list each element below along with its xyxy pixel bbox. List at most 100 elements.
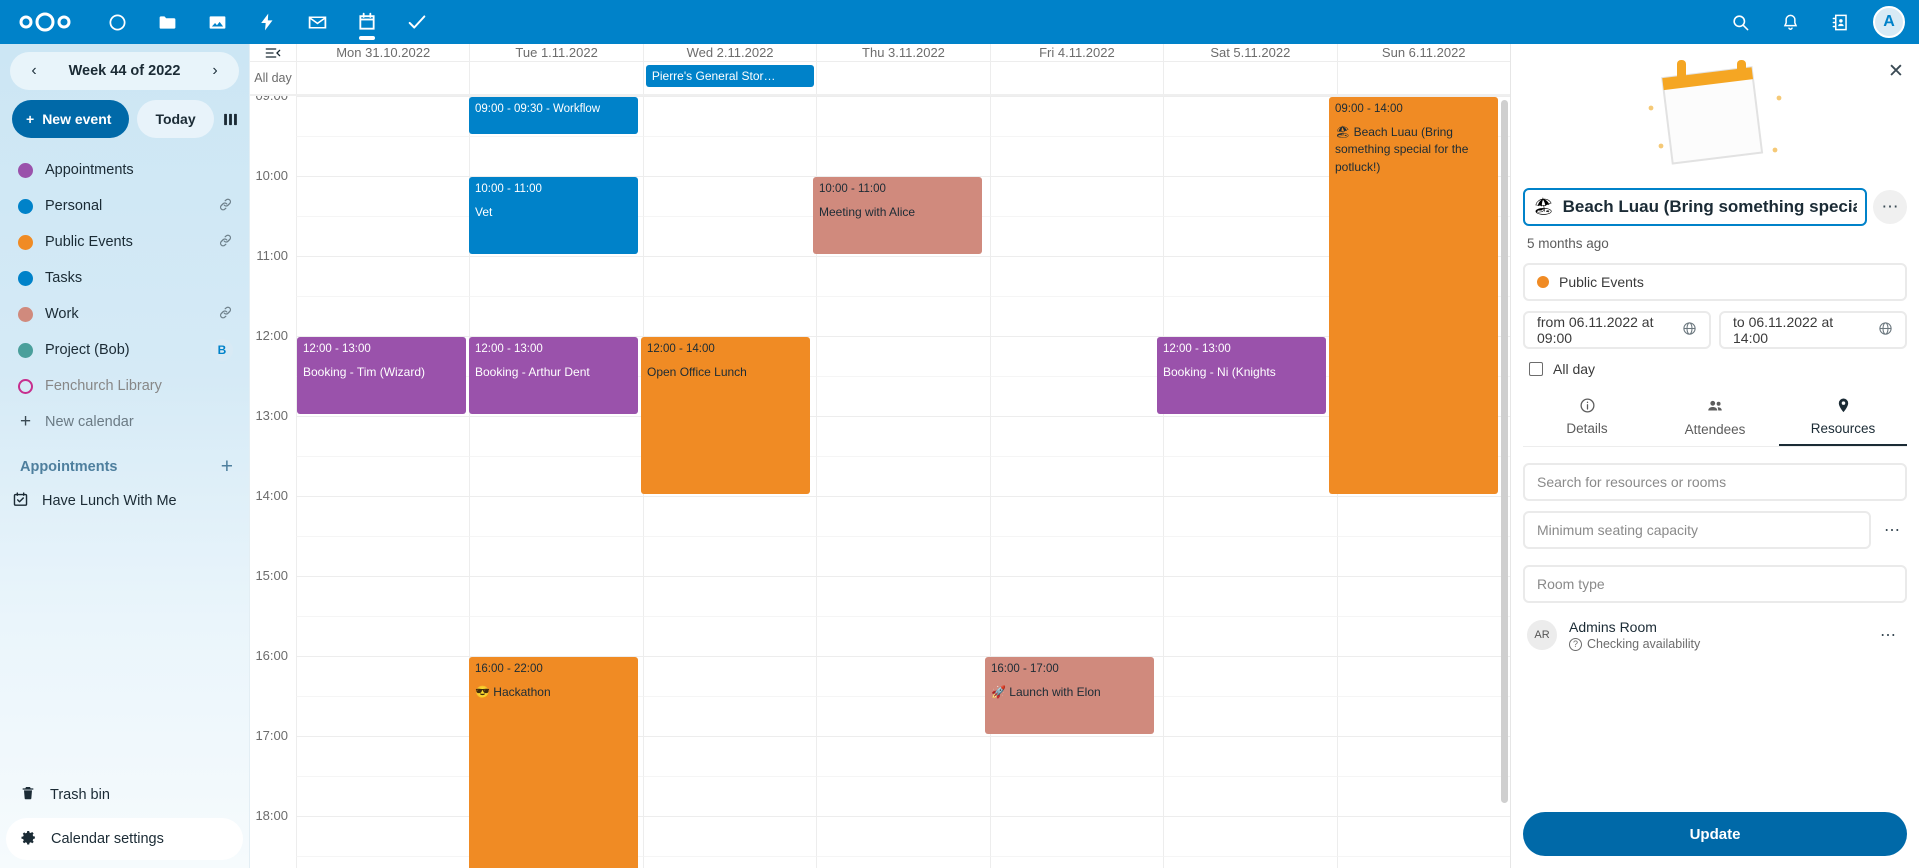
- time-slot[interactable]: [989, 536, 1164, 577]
- share-icon[interactable]: [218, 233, 233, 252]
- all-day-cell[interactable]: [469, 62, 642, 95]
- time-slot[interactable]: [989, 96, 1164, 137]
- day-header[interactable]: Wed 2.11.2022: [642, 44, 816, 62]
- time-slot[interactable]: [816, 496, 990, 537]
- day-header[interactable]: Tue 1.11.2022: [469, 44, 642, 62]
- time-slot[interactable]: [1336, 776, 1510, 817]
- time-slot[interactable]: [296, 496, 470, 537]
- capacity-options-button[interactable]: ⋯: [1884, 522, 1900, 539]
- tasks-icon[interactable]: [392, 0, 442, 44]
- time-slot[interactable]: [296, 416, 470, 457]
- time-slot[interactable]: [1163, 736, 1337, 777]
- time-slot[interactable]: [989, 256, 1164, 297]
- photos-icon[interactable]: [192, 0, 242, 44]
- time-slot[interactable]: [1163, 216, 1337, 257]
- files-icon[interactable]: [142, 0, 192, 44]
- update-button[interactable]: Update: [1523, 812, 1907, 856]
- time-slot[interactable]: [1336, 856, 1510, 868]
- calendar-event[interactable]: 10:00 - 11:00 Vet: [469, 177, 638, 255]
- close-icon[interactable]: ✕: [1888, 60, 1904, 82]
- calendar-item-project-bob[interactable]: Project (Bob) B: [8, 332, 241, 368]
- time-slot[interactable]: [816, 816, 990, 857]
- time-slot[interactable]: [1163, 776, 1337, 817]
- share-icon[interactable]: [218, 305, 233, 324]
- time-slot[interactable]: [642, 96, 817, 137]
- globe-icon[interactable]: [1682, 321, 1697, 339]
- all-day-cell[interactable]: [296, 62, 469, 95]
- time-slot[interactable]: [642, 576, 817, 617]
- avatar[interactable]: A: [1873, 6, 1905, 38]
- time-slot[interactable]: [296, 696, 470, 737]
- event-start-date-input[interactable]: from 06.11.2022 at 09:00: [1523, 311, 1711, 349]
- time-slot[interactable]: [1163, 856, 1337, 868]
- time-slot[interactable]: [296, 736, 470, 777]
- calendar-event[interactable]: 12:00 - 13:00 Booking - Ni (Knights: [1157, 337, 1326, 415]
- time-slot[interactable]: [469, 536, 643, 577]
- time-slot[interactable]: [469, 616, 643, 657]
- time-slot[interactable]: [989, 216, 1164, 257]
- time-slot[interactable]: [816, 536, 990, 577]
- time-slot[interactable]: [296, 336, 470, 377]
- room-type-input[interactable]: Room type: [1523, 565, 1907, 603]
- all-day-cell[interactable]: [1163, 62, 1336, 95]
- time-slot[interactable]: [642, 776, 817, 817]
- tab-resources[interactable]: Resources: [1779, 391, 1907, 446]
- calendar-event[interactable]: 09:00 - 09:30 - Workflow: [469, 97, 638, 135]
- time-slot[interactable]: [989, 416, 1164, 457]
- day-header[interactable]: Sun 6.11.2022: [1336, 44, 1510, 62]
- share-icon[interactable]: [218, 197, 233, 216]
- time-slot[interactable]: [642, 696, 817, 737]
- time-slot[interactable]: [469, 456, 643, 497]
- calendar-item-personal[interactable]: Personal: [8, 188, 241, 224]
- notifications-icon[interactable]: [1767, 0, 1813, 44]
- time-slot[interactable]: [989, 736, 1164, 777]
- add-appointment-icon[interactable]: +: [220, 455, 233, 478]
- time-slot[interactable]: [816, 136, 990, 177]
- time-slot[interactable]: [989, 816, 1164, 857]
- time-slot[interactable]: [1163, 176, 1337, 217]
- minimum-seating-capacity-input[interactable]: Minimum seating capacity: [1523, 511, 1871, 549]
- time-slot[interactable]: [816, 456, 990, 497]
- time-slot[interactable]: [989, 136, 1164, 177]
- time-slot[interactable]: [469, 296, 643, 337]
- all-day-cell[interactable]: [1336, 62, 1510, 95]
- time-slot[interactable]: [296, 456, 470, 497]
- all-day-checkbox[interactable]: All day: [1523, 349, 1907, 383]
- time-slot[interactable]: [816, 256, 990, 297]
- resource-actions-button[interactable]: ⋯: [1880, 627, 1896, 644]
- time-slot[interactable]: [642, 536, 817, 577]
- next-week-button[interactable]: ›: [212, 62, 218, 79]
- time-slot[interactable]: [989, 336, 1164, 377]
- time-slot[interactable]: [1163, 696, 1337, 737]
- time-slot[interactable]: [296, 296, 470, 337]
- time-slot[interactable]: [296, 776, 470, 817]
- time-slot[interactable]: [1163, 616, 1337, 657]
- time-slot[interactable]: [642, 176, 817, 217]
- time-slot[interactable]: [816, 296, 990, 337]
- day-header[interactable]: Fri 4.11.2022: [989, 44, 1163, 62]
- time-slot[interactable]: [296, 536, 470, 577]
- time-slot[interactable]: [1163, 416, 1337, 457]
- trash-bin-button[interactable]: Trash bin: [6, 774, 243, 816]
- time-slot[interactable]: [296, 256, 470, 297]
- time-slot[interactable]: [642, 296, 817, 337]
- time-slot[interactable]: [989, 616, 1164, 657]
- globe-icon[interactable]: [1878, 321, 1893, 339]
- time-slot[interactable]: [469, 496, 643, 537]
- time-slot[interactable]: [1163, 576, 1337, 617]
- time-slot[interactable]: [989, 776, 1164, 817]
- event-title-input[interactable]: 🏖 Beach Luau (Bring something special fo…: [1523, 188, 1867, 226]
- tab-details[interactable]: Details: [1523, 391, 1651, 446]
- scrollbar-thumb[interactable]: [1501, 100, 1508, 803]
- all-day-cell[interactable]: [989, 62, 1163, 95]
- all-day-cell[interactable]: [816, 62, 989, 95]
- calendar-event[interactable]: 16:00 - 17:00 🚀 Launch with Elon: [985, 657, 1154, 735]
- calendar-icon[interactable]: [342, 0, 392, 44]
- time-slot[interactable]: [1336, 736, 1510, 777]
- time-slot[interactable]: [1163, 296, 1337, 337]
- time-slot[interactable]: [469, 256, 643, 297]
- time-slot[interactable]: [296, 176, 470, 217]
- time-slot[interactable]: [296, 96, 470, 137]
- collapse-gutter-icon[interactable]: [250, 44, 296, 61]
- time-slot[interactable]: [642, 256, 817, 297]
